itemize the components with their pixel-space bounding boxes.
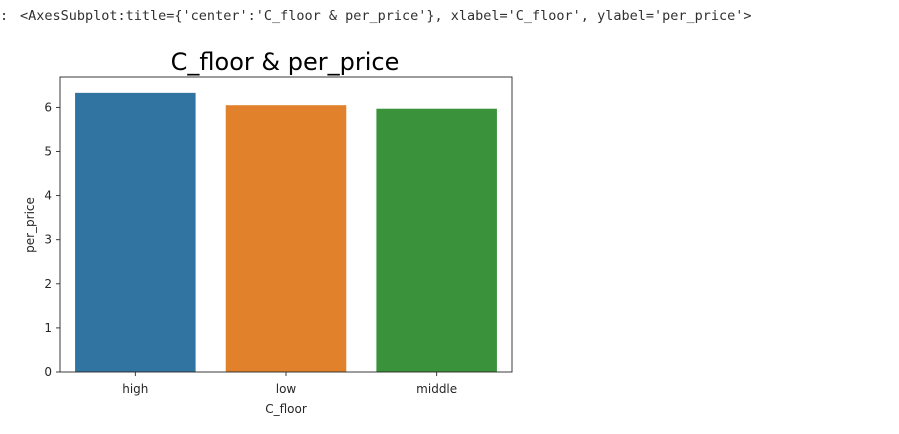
- y-tick-label-2: 2: [44, 277, 52, 291]
- y-tick-label-0: 0: [44, 365, 52, 379]
- x-axis: high low middle: [122, 372, 457, 396]
- y-axis: 0 1 2 3 4 5 6: [44, 100, 60, 379]
- y-tick-label-1: 1: [44, 321, 52, 335]
- x-tick-label-high: high: [122, 382, 148, 396]
- plot-frame: [59, 76, 513, 373]
- output-prompt: :: [0, 8, 9, 24]
- y-tick-label-5: 5: [44, 145, 52, 159]
- y-tick-label-6: 6: [44, 100, 52, 114]
- y-tick-label-4: 4: [44, 189, 52, 203]
- x-tick-label-middle: middle: [416, 382, 457, 396]
- bars-group: [75, 92, 497, 373]
- chart-title: C_floor & per_price: [171, 48, 400, 76]
- output-repr-text: <AxesSubplot:title={'center':'C_floor & …: [20, 8, 752, 24]
- y-axis-label: per_price: [23, 197, 37, 253]
- y-tick-label-3: 3: [44, 233, 52, 247]
- bar-middle: [376, 108, 497, 373]
- bar-high: [75, 92, 196, 373]
- bar-low: [225, 105, 347, 372]
- x-tick-label-low: low: [276, 382, 297, 396]
- x-axis-label: C_floor: [265, 402, 307, 416]
